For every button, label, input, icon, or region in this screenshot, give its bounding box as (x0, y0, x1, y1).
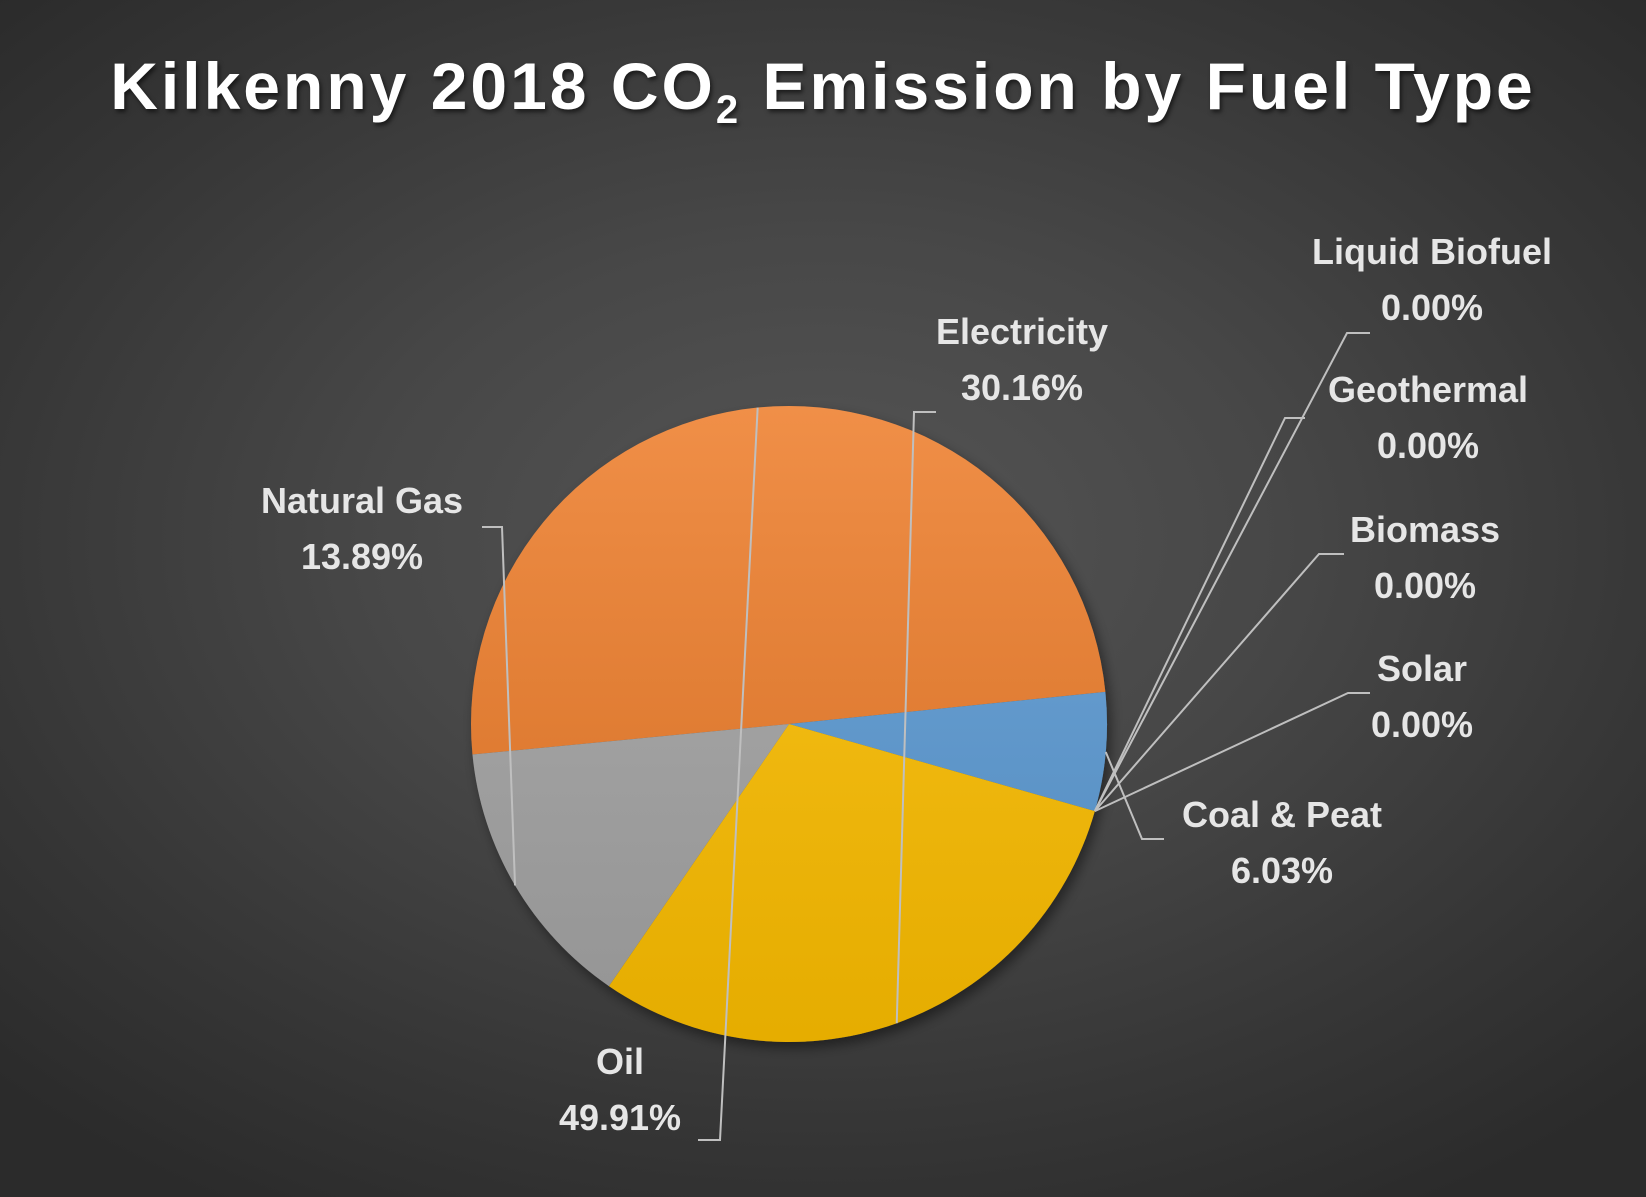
leader-line-solar (1094, 692, 1370, 813)
data-label-value: 6.03% (1231, 850, 1333, 891)
leader-line-electricity (895, 411, 936, 1024)
data-label-category: Solar (1377, 648, 1467, 689)
leader-line-liquid-biofuel (1093, 332, 1370, 812)
data-label-coal-peat: Coal & Peat 6.03% (1182, 794, 1382, 891)
data-label-category: Natural Gas (261, 480, 463, 521)
data-label-oil: Oil 49.91% (559, 1041, 681, 1138)
data-label-value: 13.89% (301, 536, 423, 577)
data-label-value: 0.00% (1374, 565, 1476, 606)
leader-line-geothermal (1093, 417, 1305, 812)
data-label-value: 0.00% (1381, 287, 1483, 328)
leader-line-coal-peat (1104, 751, 1164, 840)
leader-lines (482, 332, 1370, 1141)
data-label-electricity: Electricity 30.16% (936, 311, 1108, 408)
data-label-category: Coal & Peat (1182, 794, 1382, 835)
chart-title-subscript: 2 (715, 88, 742, 132)
data-label-category: Oil (596, 1041, 644, 1082)
pie-slices (471, 406, 1107, 1042)
data-label-solar: Solar 0.00% (1371, 648, 1473, 745)
data-label-category: Liquid Biofuel (1312, 231, 1552, 272)
leader-line-oil (698, 407, 759, 1141)
data-label-value: 0.00% (1377, 425, 1479, 466)
data-label-value: 0.00% (1371, 704, 1473, 745)
leader-line-natural-gas (482, 526, 517, 886)
data-label-category: Electricity (936, 311, 1108, 352)
chart-title-rest: Emission by Fuel Type (741, 49, 1536, 123)
data-labels: Oil 49.91% Natural Gas 13.89% Electricity 30.… (261, 231, 1552, 1138)
chart-title: Kilkenny 2018 CO2 Emission by Fuel Type (0, 42, 1646, 140)
data-label-liquid-biofuel: Liquid Biofuel 0.00% (1312, 231, 1552, 328)
leader-line-biomass (1094, 553, 1344, 812)
data-label-natural-gas: Natural Gas 13.89% (261, 480, 463, 577)
data-label-category: Geothermal (1328, 369, 1528, 410)
chart-title-main: Kilkenny 2018 CO (110, 49, 716, 123)
data-label-biomass: Biomass 0.00% (1350, 509, 1500, 606)
data-label-geothermal: Geothermal 0.00% (1328, 369, 1528, 466)
data-label-value: 49.91% (559, 1097, 681, 1138)
data-label-value: 30.16% (961, 367, 1083, 408)
data-label-category: Biomass (1350, 509, 1500, 550)
